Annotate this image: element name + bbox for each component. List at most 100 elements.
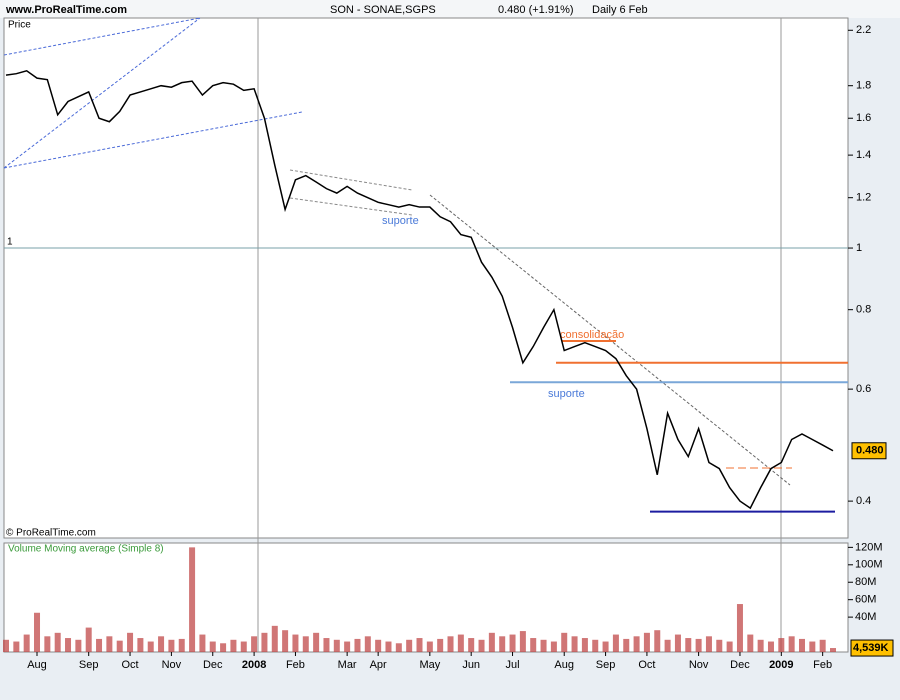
volume-bar [127,632,134,652]
volume-bar [509,634,516,652]
volume-bar [830,648,836,652]
volume-bar [364,636,371,652]
price-panel [3,17,849,539]
volume-bar [65,638,72,652]
volume-panel [3,542,849,653]
last-volume-badge [850,639,894,657]
x-tick-label: Sep [79,659,99,671]
volume-bar [581,638,588,652]
x-tick-label: Aug [554,659,574,671]
volume-bar [437,638,444,652]
volume-bar [261,632,268,652]
volume-bar [271,625,278,652]
volume-bar [116,640,123,652]
volume-bar [75,639,82,652]
x-tick-label: Feb [286,659,305,671]
volume-bar [499,636,506,652]
x-tick-label: Dec [203,659,223,671]
volume-bar [406,639,413,652]
volume-bar [23,634,30,652]
volume-bar [819,639,826,652]
volume-bar [623,638,630,652]
volume-bar [158,636,165,652]
panel-title: Price [8,20,31,31]
volume-bar [695,638,702,652]
last-price-badge [851,442,887,460]
volume-bar [323,638,330,652]
volume-bar [416,638,423,652]
volume-bar [674,634,681,652]
volume-bar [726,641,733,652]
wedge-bottom [289,197,413,216]
y-tick-label: 1.8 [856,80,871,92]
x-tick-label: Aug [27,659,47,671]
volume-bar [375,639,382,652]
y-tick-label: 100M [855,559,883,571]
y-tick-label: 0.4 [856,495,871,507]
channel-bottom [3,111,303,169]
volume-bar [654,630,661,652]
volume-bar [44,636,51,652]
y-tick-label: 0.8 [856,304,871,316]
volume-bar [178,638,185,652]
volume-bar [540,639,547,652]
volume-bar [302,636,309,652]
volume-bar [240,641,247,652]
volume-bar [602,641,609,652]
volume-bar [85,627,92,652]
x-tick-label: Dec [730,659,750,671]
annotation: suporte [382,215,419,227]
period: Daily 6 Feb [592,4,648,16]
volume-bar [664,639,671,652]
volume-bar [809,641,816,652]
last-volume-label: 4,539K [853,642,889,654]
volume-bar [106,636,113,652]
price-line [5,69,834,510]
volume-bar [478,639,485,652]
volume-bar [447,636,454,652]
volume-bar [333,639,340,652]
y-tick-label: 1.6 [856,112,871,124]
volume-bar [147,641,154,652]
volume-bar [643,632,650,652]
volume-bar [705,636,712,652]
volume-bar [3,639,9,652]
wedge-top [289,169,413,191]
x-tick-label: 2009 [769,659,793,671]
channel-top [3,17,201,56]
volume-bar [137,638,144,652]
volume-bar [757,639,764,652]
volume-bar [385,641,392,652]
volume-bar [344,641,351,652]
volume-bar [354,638,361,652]
volume-bar [716,639,723,652]
volume-bar [168,639,175,652]
volume-bar [571,636,578,652]
y-tick-label: 60M [855,594,876,606]
volume-bar [519,631,526,652]
x-tick-label: Sep [596,659,616,671]
volume-bar [788,636,795,652]
volume-bar [54,632,61,652]
y-tick-label: 1.4 [856,149,871,161]
volume-bar [685,638,692,652]
annotation: suporte [548,388,585,400]
volume-bar [530,638,537,652]
volume-bar [426,641,433,652]
site: www.ProRealTime.com [5,4,127,16]
x-tick-label: May [419,659,440,671]
annotation: consolidação [560,329,624,341]
y-tick-label: 120M [855,541,883,553]
volume-bar [798,638,805,652]
volume-bar [767,641,774,652]
volume-bar [292,634,299,652]
volume-bar [189,547,196,652]
x-tick-label: 2008 [242,659,266,671]
volume-bar [736,604,743,652]
last-price-label: 0.480 [856,445,884,457]
volume-bar [747,634,754,652]
y-tick-label: 1.2 [856,192,871,204]
volume-bar [34,612,41,652]
x-tick-label: Jun [462,659,480,671]
